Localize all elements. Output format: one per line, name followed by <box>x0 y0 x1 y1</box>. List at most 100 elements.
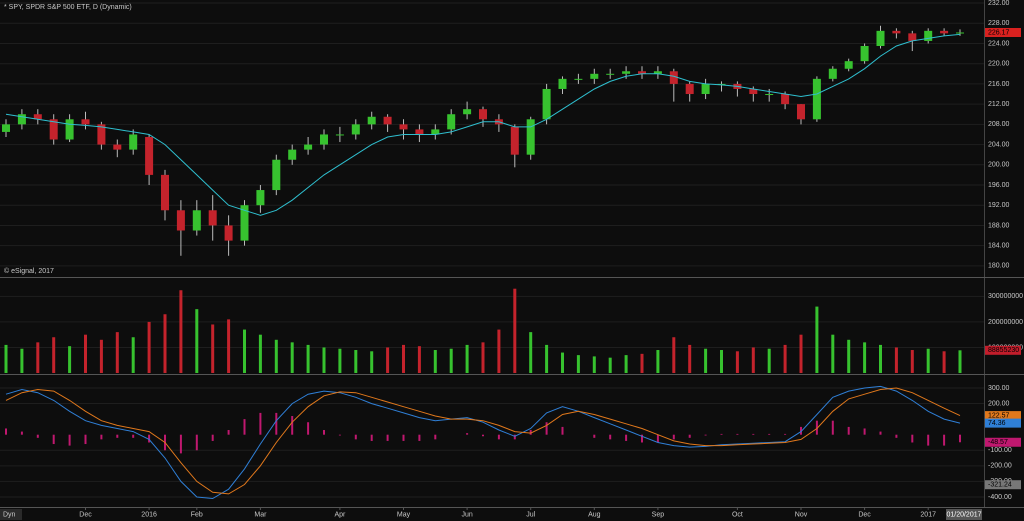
y-tick-label: 220.00 <box>988 61 1010 68</box>
histogram-bar <box>5 428 7 435</box>
histogram-bar <box>354 434 357 440</box>
candle-body <box>590 73 599 79</box>
volume-bar <box>306 344 310 373</box>
volume-bar <box>131 337 135 373</box>
candle-body <box>463 109 472 115</box>
candle-body <box>638 71 646 74</box>
volume-bar <box>608 357 612 373</box>
histogram-bar <box>291 416 294 435</box>
y-tick-label: 200.00 <box>988 400 1010 407</box>
volume-bar <box>115 332 119 373</box>
y-tick-label: 196.00 <box>988 182 1010 189</box>
histogram-bar <box>20 431 23 435</box>
histogram-bar <box>625 434 628 441</box>
volume-bar <box>68 346 72 373</box>
histogram-bar <box>656 434 659 443</box>
candle-body <box>224 225 233 241</box>
candle-body <box>367 116 376 125</box>
candle-body <box>812 78 821 120</box>
source-note: © eSignal, 2017 <box>4 267 54 275</box>
x-tick-label: 2016 <box>141 511 157 518</box>
histogram-bar <box>879 431 882 435</box>
last-volume-label: 88855230 <box>988 347 1019 354</box>
volume-bar <box>751 347 755 373</box>
y-tick-label: -100.00 <box>988 447 1012 454</box>
histogram-bar <box>800 426 802 435</box>
y-tick-label: -200.00 <box>988 463 1012 470</box>
volume-bar <box>338 348 342 373</box>
candle-body <box>908 33 917 41</box>
volume-bar <box>52 337 56 373</box>
histogram-bar <box>529 430 532 435</box>
footer-button[interactable] <box>0 509 22 520</box>
histogram-bar <box>752 433 755 435</box>
x-tick-label: Mar <box>254 511 267 518</box>
y-tick-label: 188.00 <box>988 222 1010 229</box>
volume-bar <box>624 355 628 373</box>
candle-body <box>145 136 154 175</box>
volume-bar <box>370 351 374 373</box>
volume-bar <box>354 350 358 373</box>
histogram-bar <box>243 419 246 435</box>
histogram-bar <box>720 433 723 435</box>
histogram-bar <box>275 412 278 435</box>
volume-bar <box>449 348 453 373</box>
candle-body <box>335 134 344 136</box>
cursor-date-box <box>946 509 982 520</box>
volume-bar <box>163 314 167 373</box>
histogram-bar <box>784 433 787 435</box>
x-tick-label: Oct <box>732 511 743 518</box>
candle-body <box>192 210 201 231</box>
histogram-bar <box>402 434 405 441</box>
candle-body <box>447 114 456 130</box>
histogram-bar <box>863 428 866 435</box>
x-tick-label: Feb <box>191 511 203 518</box>
volume-bar <box>417 346 421 373</box>
histogram-bar <box>895 434 898 438</box>
volume-bar <box>211 324 215 373</box>
histogram-bar <box>148 434 151 443</box>
histogram-bar <box>497 434 500 440</box>
histogram-bar <box>227 430 230 435</box>
y-tick-label: 212.00 <box>988 101 1010 108</box>
candle-body <box>701 83 710 95</box>
candle-body <box>81 119 90 125</box>
candle-body <box>892 30 901 34</box>
candle-body <box>765 94 774 96</box>
volume-bar <box>799 334 803 373</box>
candle-body <box>940 30 949 34</box>
volume-bar <box>258 334 262 373</box>
volume-bar <box>592 356 596 373</box>
candle-body <box>558 78 567 89</box>
histogram-bar <box>561 426 564 435</box>
y-tick-label: 200.00 <box>988 162 1010 169</box>
candle-body <box>526 119 535 155</box>
histogram-bar <box>513 434 516 440</box>
x-tick-label: Apr <box>334 511 346 518</box>
volume-bar <box>545 344 549 373</box>
volume-bar <box>863 342 867 373</box>
candle-body <box>797 104 805 120</box>
histogram-bar <box>815 420 818 435</box>
candle-body <box>653 71 662 74</box>
candle-body <box>606 73 615 75</box>
volume-bar <box>465 344 469 373</box>
histogram-bar <box>84 434 87 445</box>
footer-label[interactable]: Dyn <box>3 511 16 518</box>
histogram-bar <box>704 434 707 436</box>
candle-body <box>351 124 360 135</box>
candle-body <box>622 71 631 74</box>
signal-value-label: 122.57 <box>988 412 1010 419</box>
histogram-bar <box>370 434 373 441</box>
volume-bar <box>195 309 199 373</box>
volume-bar <box>36 342 40 373</box>
volume-bar <box>704 348 708 373</box>
candle-body <box>510 126 519 155</box>
volume-bar <box>179 290 183 373</box>
candle-body <box>399 124 408 130</box>
y-tick-label: 224.00 <box>988 40 1010 47</box>
x-tick-label: Jul <box>526 511 535 518</box>
candle-body <box>272 159 281 191</box>
y-tick-label: 300000000 <box>988 293 1023 300</box>
